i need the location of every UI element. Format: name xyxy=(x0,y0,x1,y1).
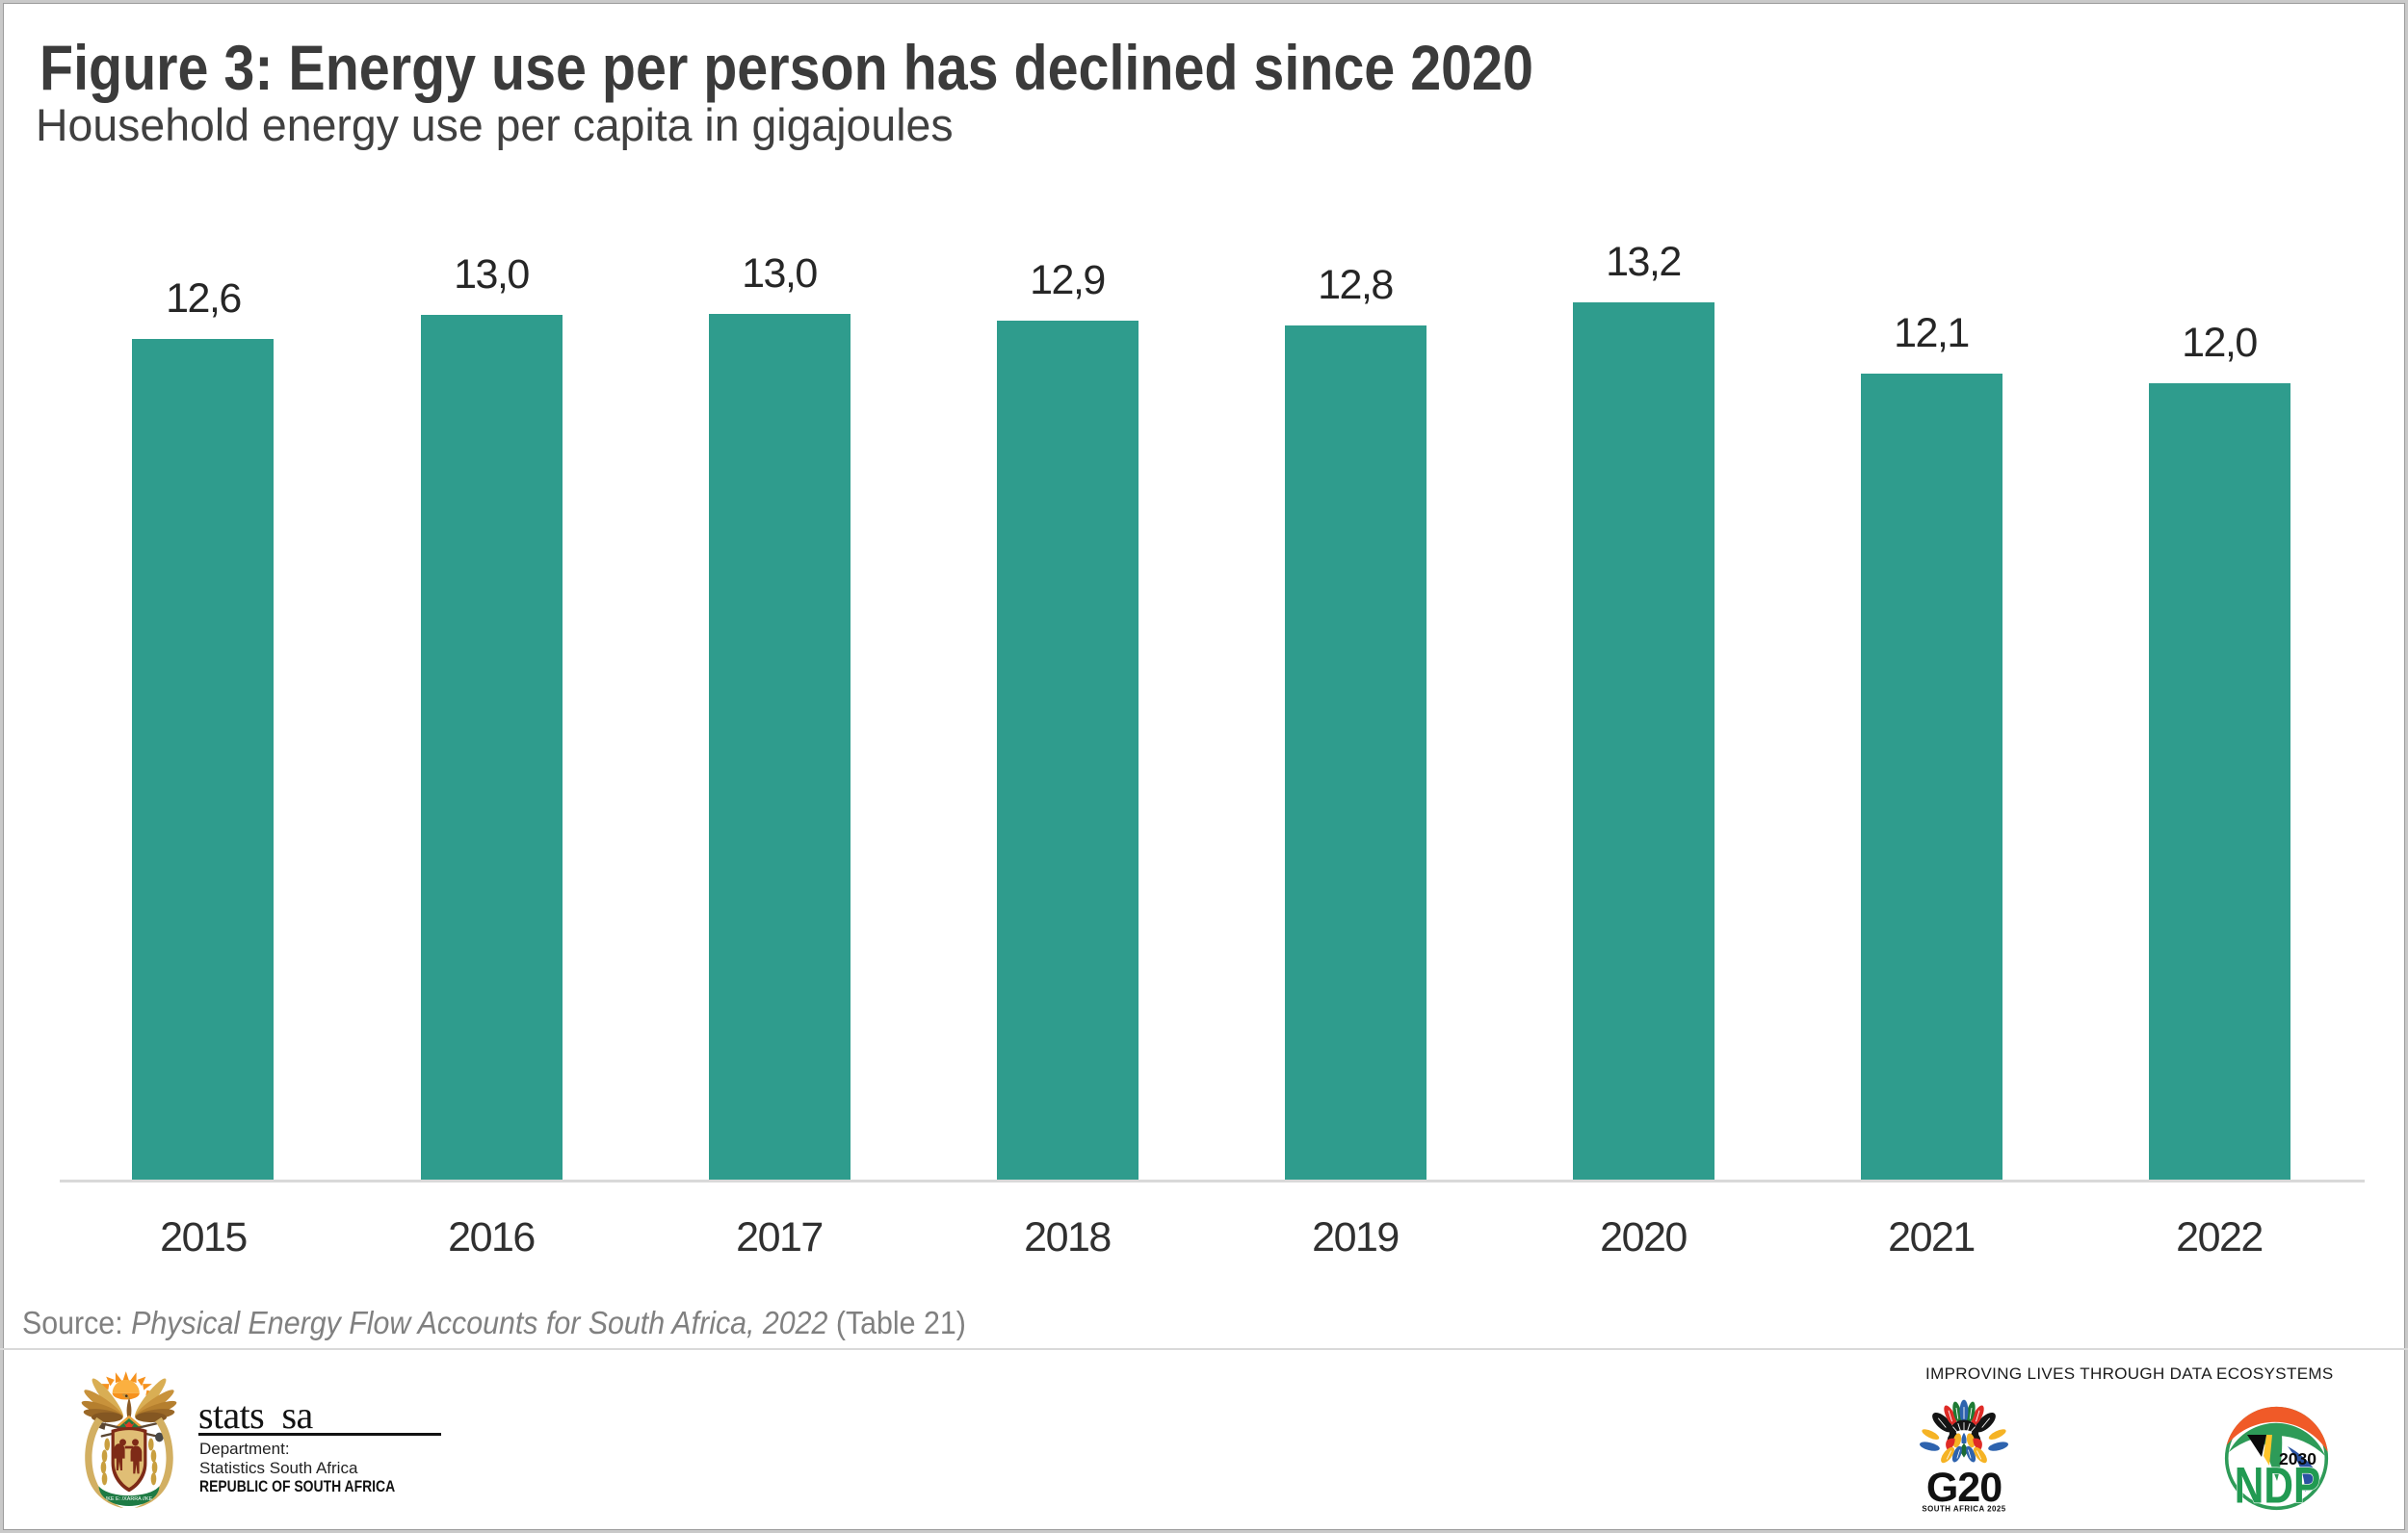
svg-text:G20: G20 xyxy=(1926,1465,2002,1511)
svg-text:SOUTH AFRICA 2025: SOUTH AFRICA 2025 xyxy=(1922,1505,2005,1514)
svg-text:2030: 2030 xyxy=(2279,1449,2316,1468)
svg-text:!KE E: /XARRA //KE: !KE E: /XARRA //KE xyxy=(106,1496,153,1502)
svg-text:NDP: NDP xyxy=(2235,1458,2321,1515)
